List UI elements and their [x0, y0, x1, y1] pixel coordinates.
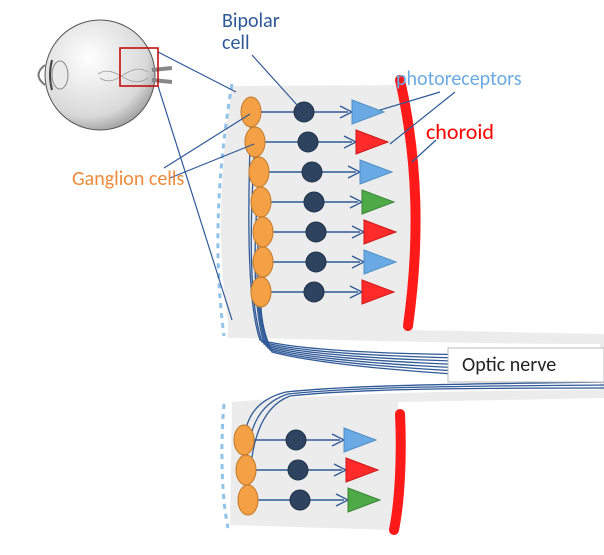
- vitreous-boundary-lower: [222, 404, 228, 528]
- choroid-label: choroid: [426, 120, 494, 144]
- ganglion-cell: [236, 455, 256, 485]
- ganglion-cell: [238, 485, 258, 515]
- optic-nerve-label: Optic nerve: [462, 354, 556, 376]
- bipolar-cell: [306, 222, 326, 242]
- bipolar-cell: [302, 162, 322, 182]
- bipolar-cell: [304, 282, 324, 302]
- ganglion-cell: [253, 217, 273, 247]
- ganglion-label: Ganglion cells: [72, 168, 184, 190]
- ganglion-cell: [251, 187, 271, 217]
- bipolar-cell: [306, 252, 326, 272]
- ganglion-cell: [234, 425, 254, 455]
- ganglion-cell: [251, 277, 271, 307]
- bipolar-label: Bipolar cell: [222, 10, 280, 54]
- bipolar-cell: [304, 192, 324, 212]
- ganglion-cell: [245, 127, 265, 157]
- bipolar-cell: [290, 490, 310, 510]
- bipolar-cell: [288, 460, 308, 480]
- bipolar-cell: [298, 132, 318, 152]
- ganglion-cell: [249, 157, 269, 187]
- ganglion-cell: [241, 97, 261, 127]
- ganglion-cell: [253, 247, 273, 277]
- bipolar-cell: [286, 430, 306, 450]
- eye-inset: [39, 20, 173, 130]
- photoreceptors-label: photoreceptors: [396, 68, 522, 90]
